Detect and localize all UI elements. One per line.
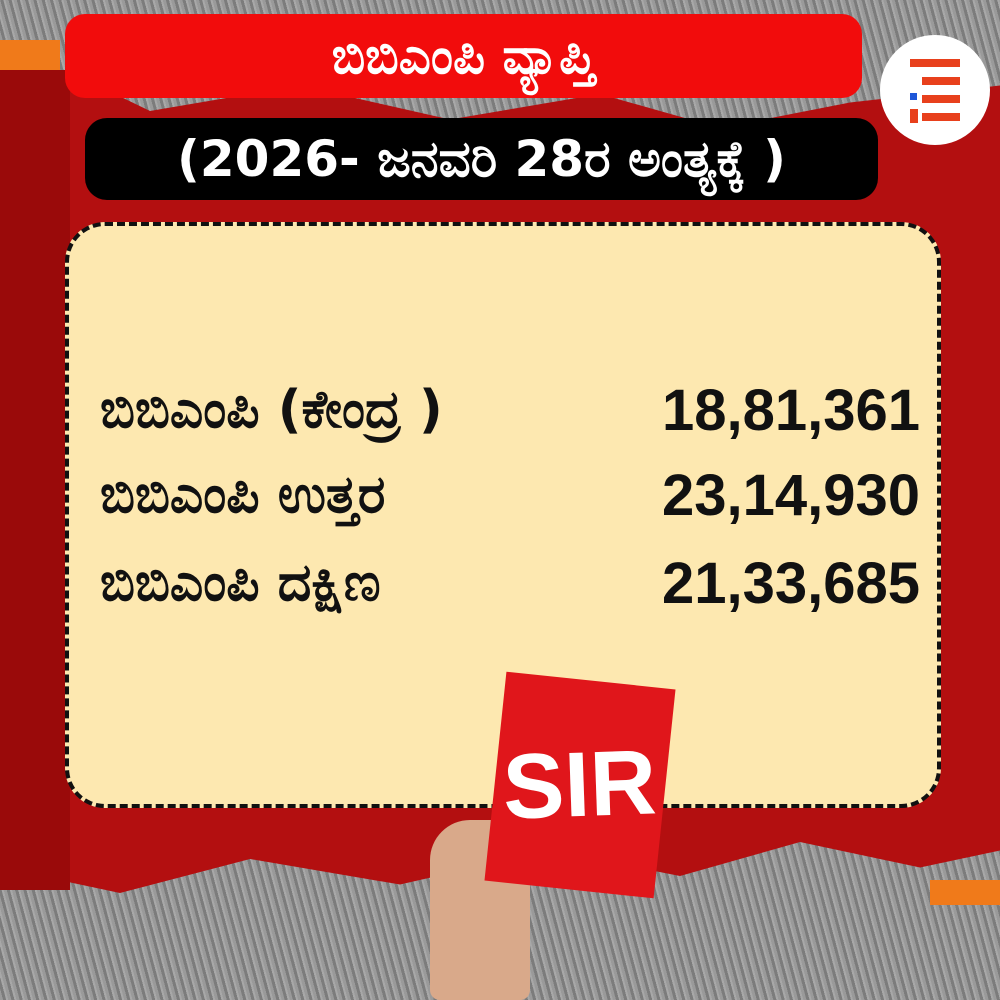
subtitle-banner: (2026- ಜನವರಿ 28ರ ಅಂತ್ಯಕ್ಕೆ ) — [85, 118, 878, 200]
data-row: ಬಿಬಿಎಂಪಿ ದಕ್ಷಿಣ 21,33,685 — [100, 548, 920, 618]
title-banner: ಬಿಬಿಎಂಪಿ ವ್ಯಾಪ್ತಿ — [65, 14, 862, 98]
data-row: ಬಿಬಿಎಂಪಿ ಉತ್ತರ 23,14,930 — [100, 460, 920, 530]
logo-bar — [910, 109, 918, 123]
subtitle-text: (2026- ಜನವರಿ 28ರ ಅಂತ್ಯಕ್ಕೆ ) — [177, 129, 786, 188]
row-label: ಬಿಬಿಎಂಪಿ ಉತ್ತರ — [100, 464, 386, 525]
logo-bar — [922, 77, 960, 85]
row-value: 21,33,685 — [661, 550, 920, 616]
logo-dot — [910, 93, 917, 100]
logo-bar — [922, 95, 960, 103]
title-text: ಬಿಬಿಎಂಪಿ ವ್ಯಾಪ್ತಿ — [331, 26, 596, 85]
logo-bar — [922, 113, 960, 121]
row-label: ಬಿಬಿಎಂಪಿ (ಕೇಂದ್ರ ) — [100, 379, 443, 440]
row-value: 23,14,930 — [661, 462, 920, 528]
sign-text: SIR — [501, 730, 659, 839]
background-orange-accent — [930, 880, 1000, 905]
row-label: ಬಿಬಿಎಂಪಿ ದಕ್ಷಿಣ — [100, 552, 381, 613]
row-value: 18,81,361 — [661, 377, 920, 443]
background-orange-accent — [0, 40, 60, 70]
background-red-left — [0, 70, 70, 890]
logo-bar — [910, 59, 960, 67]
sir-sign: SIR — [484, 671, 676, 899]
brand-logo — [880, 35, 990, 145]
data-row: ಬಿಬಿಎಂಪಿ (ಕೇಂದ್ರ ) 18,81,361 — [100, 375, 920, 445]
